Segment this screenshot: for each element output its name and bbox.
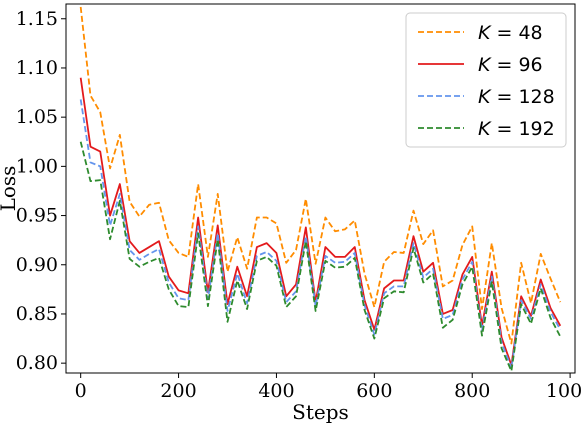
x-tick-label: 0 (75, 380, 87, 402)
series-line-2 (79, 99, 562, 369)
series-lines (79, 6, 562, 372)
y-tick-label: 0.95 (16, 205, 58, 227)
y-tick-label: 1.00 (16, 155, 58, 177)
legend-label: K = 128 (478, 86, 555, 108)
legend-variable: K (478, 86, 492, 108)
x-tick-label: 400 (258, 380, 294, 402)
y-tick-label: 0.85 (16, 303, 58, 325)
y-axis-label: Loss (0, 166, 20, 212)
legend-label: K = 48 (478, 22, 543, 44)
x-tick-label: 200 (160, 380, 196, 402)
legend: K = 48 K = 96 K = 128 K = 192 (405, 12, 567, 148)
x-tick-label: 800 (454, 380, 490, 402)
plot-frame (65, 3, 576, 374)
y-axis-ticks: 0.80 0.85 0.90 0.95 1.00 1.05 1.10 1.15 (16, 8, 66, 374)
y-tick-label: 0.90 (16, 254, 58, 276)
y-tick-label: 1.15 (16, 8, 58, 30)
legend-value: 48 (518, 22, 542, 44)
legend-value: 96 (518, 54, 542, 76)
legend-variable: K (478, 118, 492, 140)
y-tick-label: 1.10 (16, 57, 58, 79)
legend-box (405, 12, 567, 148)
legend-label: K = 96 (478, 54, 543, 76)
legend-label: K = 192 (478, 118, 555, 140)
x-axis-label: Steps (292, 400, 349, 424)
series-line-3 (79, 141, 562, 372)
legend-variable: K (478, 54, 492, 76)
legend-variable: K (478, 22, 492, 44)
y-tick-label: 0.80 (16, 352, 58, 374)
x-tick-label: 600 (356, 380, 392, 402)
y-tick-label: 1.05 (16, 106, 58, 128)
series-line-0 (79, 6, 562, 345)
legend-value: 192 (518, 118, 554, 140)
legend-value: 128 (518, 86, 554, 108)
